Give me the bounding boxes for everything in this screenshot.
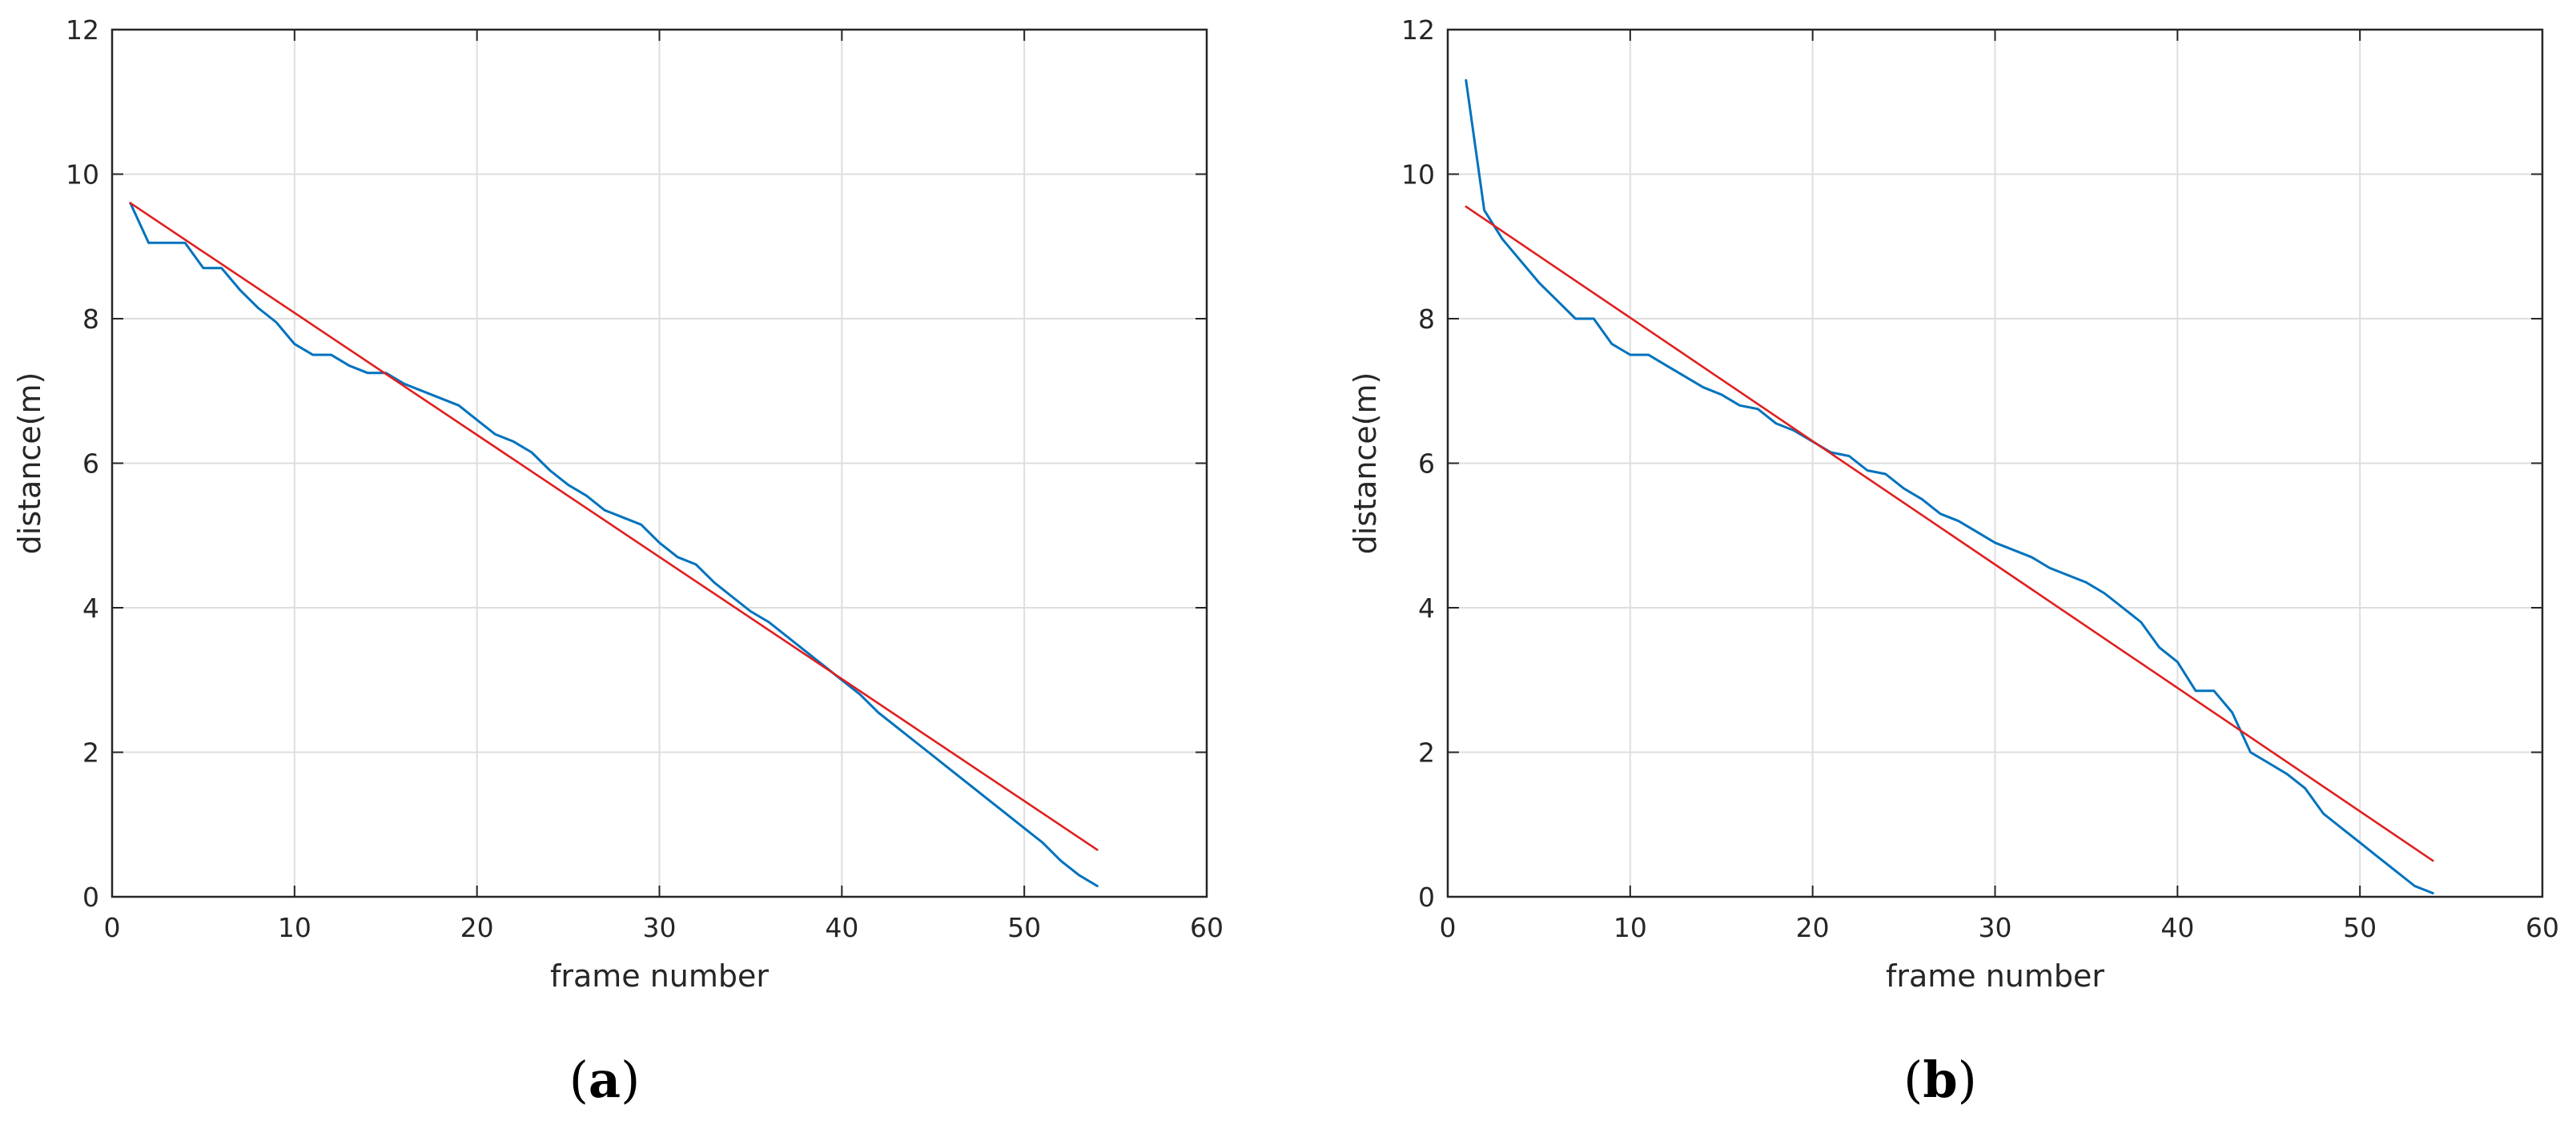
panel-label: (a) [569, 1051, 641, 1109]
y-tick-label: 6 [1418, 448, 1435, 480]
x-tick-label: 0 [1440, 912, 1457, 943]
x-tick-label: 10 [1614, 912, 1647, 943]
y-tick-label: 8 [1418, 303, 1435, 335]
x-tick-label: 0 [104, 912, 121, 943]
x-tick-label: 20 [1796, 912, 1830, 943]
x-tick-label: 30 [1979, 912, 2012, 943]
series-line-fit [1465, 205, 2434, 862]
y-tick-label: 12 [66, 14, 99, 46]
x-axis-label: frame number [1886, 958, 2104, 994]
chart-panel-b: 0 10 20 30 40 50 60 0 2 4 6 8 10 12 frame number distan… [1348, 14, 2559, 1109]
x-tick-label: 50 [1007, 912, 1041, 943]
y-tick-label: 10 [66, 159, 99, 191]
y-tick-label: 8 [82, 303, 99, 335]
y-tick-label: 6 [82, 448, 99, 480]
y-tick-label: 2 [1418, 737, 1435, 769]
x-tick-label: 60 [2526, 912, 2559, 943]
panel-label: (b) [1903, 1051, 1977, 1109]
y-tick-label: 2 [82, 737, 99, 769]
x-tick-label: 10 [278, 912, 311, 943]
y-tick-label: 0 [82, 882, 99, 913]
x-tick-label: 60 [1190, 912, 1224, 943]
y-tick-label: 4 [1418, 593, 1435, 624]
chart-panel-a: 0 10 20 30 40 50 60 0 2 4 6 8 10 12 frame number distan… [12, 14, 1224, 1109]
y-axis-label: distance(m) [1348, 372, 1383, 555]
series-line-measured [1465, 78, 2434, 894]
y-tick-label: 10 [1401, 159, 1435, 191]
y-tick-label: 4 [82, 593, 99, 624]
y-axis-label: distance(m) [12, 372, 47, 555]
x-tick-label: 40 [2160, 912, 2194, 943]
x-tick-label: 50 [2343, 912, 2377, 943]
x-tick-label: 40 [825, 912, 858, 943]
y-tick-label: 12 [1401, 14, 1435, 46]
x-tick-label: 30 [643, 912, 677, 943]
x-axis-label: frame number [550, 958, 769, 994]
series-line-fit [129, 202, 1099, 851]
y-tick-label: 0 [1418, 882, 1435, 913]
x-tick-label: 20 [460, 912, 494, 943]
series-line-measured [129, 202, 1099, 887]
